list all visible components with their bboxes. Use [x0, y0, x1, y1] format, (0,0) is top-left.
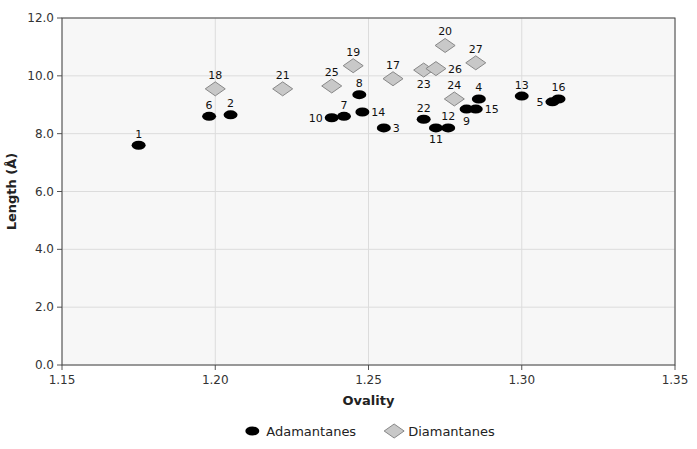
- point: [337, 112, 351, 121]
- point: [441, 123, 455, 132]
- point-label: 5: [536, 96, 543, 109]
- x-tick: [62, 365, 63, 370]
- point-label: 26: [448, 63, 462, 76]
- x-tick-label: 1.35: [662, 373, 689, 387]
- y-tick-label: 4.0: [35, 242, 54, 256]
- point: [472, 94, 486, 103]
- axes: 1.15 1.20 1.25 1.30 1.35 0.0 2.0 4.0 6.0 8.0 10.0 1…: [27, 11, 688, 387]
- point: [355, 107, 369, 116]
- legend: Adamantanes Diamantanes: [245, 424, 495, 439]
- point-label: 4: [475, 81, 482, 94]
- y-tick: [57, 307, 62, 308]
- point-label: 7: [340, 99, 347, 112]
- point-label: 3: [393, 122, 400, 135]
- legend-item: Diamantanes: [384, 424, 495, 439]
- plot-frame: [62, 18, 675, 365]
- y-tick-label: 6.0: [35, 185, 54, 199]
- point-label: 9: [463, 115, 470, 128]
- point-label: 8: [356, 77, 363, 90]
- point: [377, 123, 391, 132]
- y-grid-line: [62, 75, 675, 76]
- point: [552, 94, 566, 103]
- point: [343, 59, 363, 73]
- y-tick-label: 0.0: [35, 358, 54, 372]
- x-tick-label: 1.30: [508, 373, 535, 387]
- point-label: 23: [417, 78, 431, 91]
- y-tick: [57, 75, 62, 76]
- point: [515, 92, 529, 101]
- grid: [62, 18, 675, 365]
- point: [132, 141, 146, 150]
- point: [383, 72, 403, 86]
- point: [469, 105, 483, 114]
- point-label: 17: [386, 59, 400, 72]
- point-label: 24: [447, 79, 461, 92]
- point: [325, 113, 339, 122]
- point: [352, 90, 366, 99]
- point-label: 21: [276, 69, 290, 82]
- y-grid-line: [62, 133, 675, 134]
- y-tick: [57, 133, 62, 134]
- marks: [132, 38, 566, 149]
- y-grid-line: [62, 191, 675, 192]
- point-label: 12: [441, 110, 455, 123]
- point-label: 22: [417, 102, 431, 115]
- x-tick: [368, 365, 369, 370]
- point: [205, 82, 225, 96]
- point-label: 14: [371, 106, 385, 119]
- point: [322, 79, 342, 93]
- x-tick: [215, 365, 216, 370]
- y-tick: [57, 365, 62, 366]
- point: [466, 56, 486, 70]
- point-label: 19: [346, 46, 360, 59]
- point-labels: 1621078143221112915413516182125191723262…: [135, 25, 565, 146]
- x-tick-label: 1.15: [49, 373, 76, 387]
- point-label: 27: [469, 43, 483, 56]
- legend-item: Adamantanes: [245, 424, 356, 439]
- point-label: 1: [135, 128, 142, 141]
- y-grid-line: [62, 249, 675, 250]
- x-tick-label: 1.20: [202, 373, 229, 387]
- y-tick-label: 8.0: [35, 127, 54, 141]
- y-grid-line: [62, 307, 675, 308]
- y-tick: [57, 191, 62, 192]
- y-tick: [57, 18, 62, 19]
- legend-label: Diamantanes: [408, 424, 495, 439]
- y-tick: [57, 249, 62, 250]
- point-label: 2: [227, 97, 234, 110]
- point: [202, 112, 216, 121]
- point-label: 15: [485, 103, 499, 116]
- legend-swatch: [245, 427, 259, 436]
- point-label: 13: [515, 79, 529, 92]
- point-label: 18: [208, 69, 222, 82]
- y-axis-label: Length (Å): [4, 153, 19, 231]
- point: [417, 115, 431, 124]
- plot-background: [62, 18, 675, 365]
- point-label: 25: [325, 66, 339, 79]
- y-tick-label: 12.0: [27, 11, 54, 25]
- point: [444, 92, 464, 106]
- x-tick: [675, 365, 676, 370]
- point: [224, 110, 238, 119]
- x-tick: [521, 365, 522, 370]
- point-label: 11: [429, 133, 443, 146]
- point: [426, 62, 446, 76]
- point: [429, 123, 443, 132]
- chart: 1.15 1.20 1.25 1.30 1.35 0.0 2.0 4.0 6.0 8.0 10.0 1…: [0, 0, 697, 449]
- y-tick-label: 10.0: [27, 69, 54, 83]
- x-axis-label: Ovality: [343, 393, 395, 408]
- legend-label: Adamantanes: [266, 424, 356, 439]
- point-label: 10: [309, 112, 323, 125]
- point: [273, 82, 293, 96]
- point: [435, 38, 455, 52]
- x-tick-label: 1.25: [355, 373, 382, 387]
- point-label: 20: [438, 25, 452, 38]
- point-label: 6: [206, 99, 213, 112]
- point-label: 16: [552, 81, 566, 94]
- legend-swatch: [384, 424, 404, 438]
- y-tick-label: 2.0: [35, 300, 54, 314]
